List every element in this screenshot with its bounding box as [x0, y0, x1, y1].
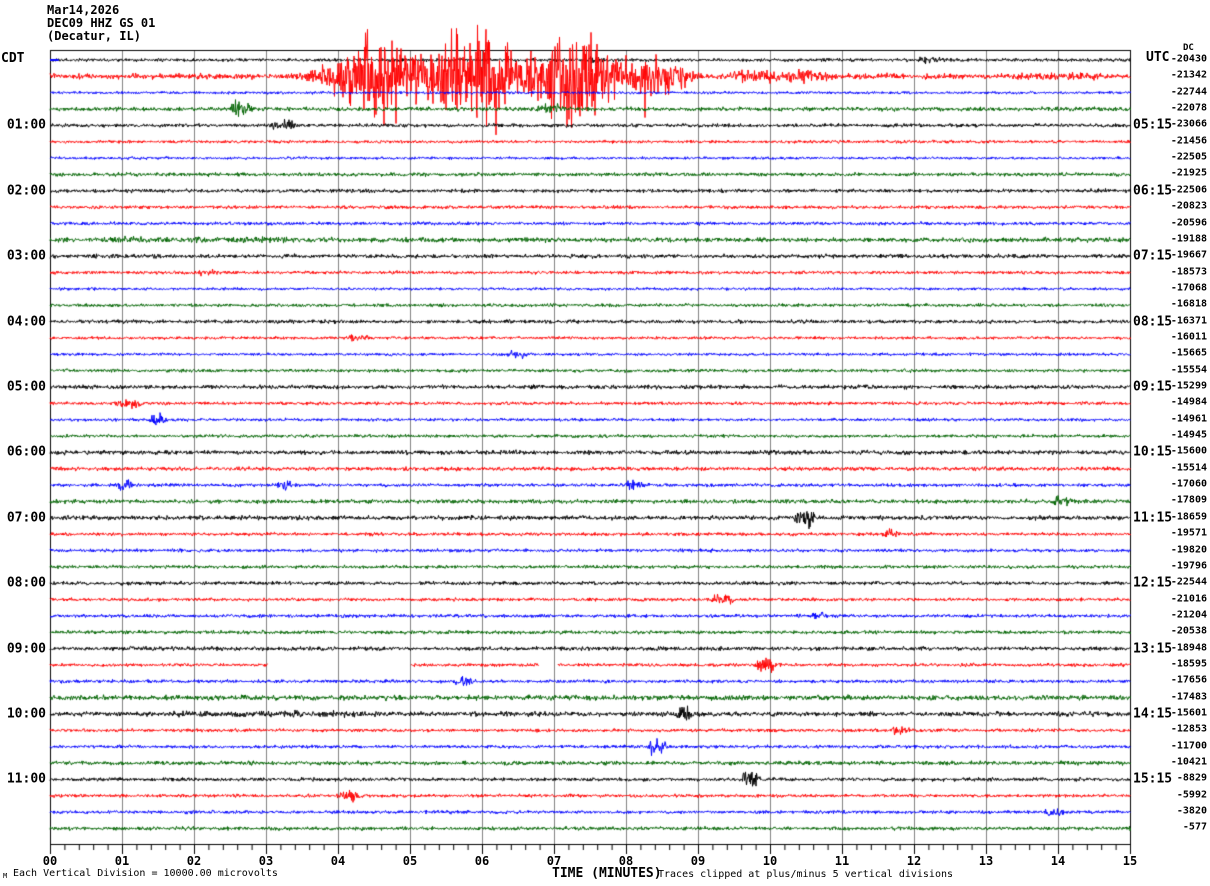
dc-value: -18595 [1170, 658, 1207, 670]
dc-value: -23066 [1170, 118, 1207, 130]
dc-value: -15600 [1170, 445, 1207, 457]
hour-label-left: 05:00 [6, 379, 46, 395]
title-station: DEC09 HHZ GS 01 [47, 16, 156, 30]
hour-label-right: 13:15 [1133, 641, 1173, 657]
dc-value: -577 [1182, 821, 1207, 833]
x-tick-label: 05 [402, 854, 418, 868]
dc-value: -16818 [1170, 298, 1207, 310]
x-tick-label: 02 [186, 854, 202, 868]
right-timezone-label: UTC [1146, 50, 1170, 65]
x-tick-label: 15 [1122, 854, 1138, 868]
dc-value: -15299 [1170, 380, 1207, 392]
dc-value: -19796 [1170, 560, 1207, 572]
dc-value: -14961 [1170, 413, 1207, 425]
dc-value: -17483 [1170, 691, 1207, 703]
dc-value: -3820 [1176, 805, 1207, 817]
clip-note: Traces clipped at plus/minus 5 vertical … [658, 869, 954, 880]
dc-value: -17809 [1170, 494, 1207, 506]
title-date: Mar14,2026 [47, 3, 120, 17]
dc-value: -15554 [1170, 364, 1207, 376]
dc-value: -15514 [1170, 462, 1207, 474]
dc-value: -14984 [1170, 396, 1207, 408]
scale-note: Each Vertical Division = 10000.00 microv… [13, 868, 278, 879]
dc-value: -21925 [1170, 167, 1207, 179]
dc-value: -20430 [1170, 53, 1207, 65]
x-tick-label: 08 [618, 854, 634, 868]
hour-label-right: 14:15 [1133, 706, 1173, 722]
x-tick-label: 00 [42, 854, 58, 868]
x-tick-label: 10 [762, 854, 778, 868]
dc-value: -20823 [1170, 200, 1207, 212]
dc-value: -22506 [1170, 184, 1207, 196]
dc-value: -21342 [1170, 69, 1207, 81]
dc-value: -16011 [1170, 331, 1207, 343]
hour-label-left: 03:00 [6, 248, 46, 264]
dc-value: -15665 [1170, 347, 1207, 359]
hour-label-right: 06:15 [1133, 183, 1173, 199]
dc-value: -12853 [1170, 723, 1207, 735]
hour-label-left: 10:00 [6, 706, 46, 722]
dc-value: -22544 [1170, 576, 1207, 588]
dc-value: -19667 [1170, 249, 1207, 261]
hour-label-left: 11:00 [6, 771, 46, 787]
dc-value: -20538 [1170, 625, 1207, 637]
hour-label-left: 01:00 [6, 117, 46, 133]
dc-value: -21456 [1170, 135, 1207, 147]
x-tick-label: 03 [258, 854, 274, 868]
x-tick-label: 06 [474, 854, 490, 868]
hour-label-left: 08:00 [6, 575, 46, 591]
dc-value: -5992 [1176, 789, 1207, 801]
dc-value: -17068 [1170, 282, 1207, 294]
dc-value: -17060 [1170, 478, 1207, 490]
hour-label-right: 12:15 [1133, 575, 1173, 591]
title-location: (Decatur, IL) [47, 29, 141, 43]
x-tick-label: 09 [690, 854, 706, 868]
dc-value: -20596 [1170, 217, 1207, 228]
dc-value: -11700 [1170, 740, 1207, 752]
dc-value: -17656 [1170, 674, 1207, 686]
x-tick-label: 13 [978, 854, 994, 868]
hour-label-right: 09:15 [1133, 379, 1173, 395]
hour-label-left: 06:00 [6, 444, 46, 460]
x-axis-title: TIME (MINUTES) [552, 866, 662, 881]
hour-label-right: 07:15 [1133, 248, 1173, 264]
dc-value: -14945 [1170, 429, 1207, 441]
dc-column-header: DC [1183, 43, 1194, 53]
x-tick-label: 04 [330, 854, 346, 868]
dc-value: -15601 [1170, 707, 1207, 719]
dc-value: -16371 [1170, 315, 1207, 327]
hour-label-right: 11:15 [1133, 510, 1173, 526]
dc-value: -22505 [1170, 151, 1207, 163]
x-tick-label: 07 [546, 854, 562, 868]
dc-value: -22744 [1170, 86, 1207, 98]
dc-value: -10421 [1170, 756, 1207, 768]
hour-label-right: 10:15 [1133, 444, 1173, 460]
x-tick-label: 12 [906, 854, 922, 868]
dc-value: -18659 [1170, 511, 1207, 523]
hour-label-right: 05:15 [1133, 117, 1173, 133]
dc-value: -18948 [1170, 642, 1207, 654]
hour-label-right: 15:15 [1133, 771, 1173, 787]
dc-value: -21204 [1170, 609, 1207, 621]
dc-value: -19820 [1170, 544, 1207, 555]
x-tick-label: 11 [834, 854, 850, 868]
corner-glyph: M [3, 872, 8, 880]
dc-value: -8829 [1176, 772, 1207, 784]
x-tick-label: 01 [114, 854, 130, 868]
hour-label-left: 02:00 [6, 183, 46, 199]
hour-label-right: 08:15 [1133, 314, 1173, 330]
hour-label-left: 09:00 [6, 641, 46, 657]
dc-value: -22078 [1170, 102, 1207, 114]
dc-value: -18573 [1170, 266, 1207, 278]
dc-value: -19571 [1170, 527, 1207, 539]
dc-value: -19188 [1170, 233, 1207, 245]
hour-label-left: 07:00 [6, 510, 46, 526]
hour-label-left: 04:00 [6, 314, 46, 330]
dc-value: -21016 [1170, 593, 1207, 605]
x-tick-label: 14 [1050, 854, 1066, 868]
left-timezone-label: CDT [1, 51, 25, 66]
